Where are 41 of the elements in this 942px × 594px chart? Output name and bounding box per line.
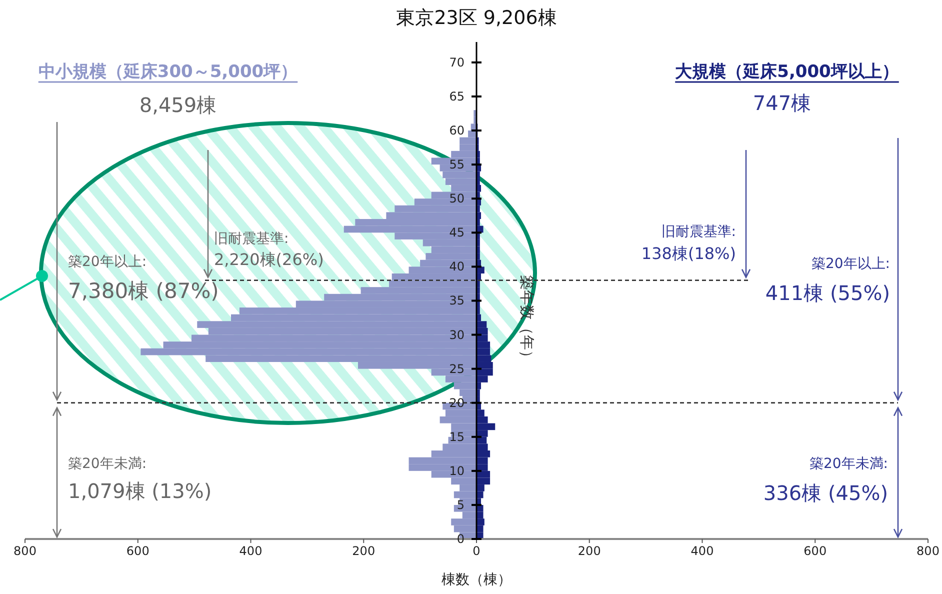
annotation: 7,380棟 (87%) [68, 279, 219, 303]
x-tick-label: 200 [352, 544, 376, 558]
annotation: 8,459棟 [139, 93, 217, 117]
annotation: 築20年以上: [68, 254, 147, 270]
annotation: 2,220棟(26%) [214, 250, 324, 269]
y-tick-label: 45 [449, 226, 464, 240]
text: 大規模（延床5,000坪以上） [675, 62, 899, 82]
y-tick-label: 25 [449, 362, 464, 376]
x-tick-label: 800 [916, 544, 940, 558]
x-tick-label: 0 [472, 544, 480, 558]
annotation: 138棟(18%) [641, 244, 736, 263]
y-tick-label: 40 [449, 260, 464, 274]
x-tick-label: 600 [804, 544, 827, 558]
x-tick-label: 600 [126, 544, 150, 558]
y-tick-label: 5 [456, 498, 464, 512]
annotation: 411棟 (55%) [765, 281, 890, 305]
y-tick-label: 35 [449, 294, 464, 308]
y-tick-label: 10 [449, 464, 464, 478]
x-tick-label: 400 [239, 544, 262, 558]
annotation: 旧耐震基準: [214, 231, 289, 247]
annotation: 747棟 [752, 91, 812, 115]
y-tick-label: 65 [449, 89, 464, 104]
annotation: 1,079棟 (13%) [68, 479, 212, 503]
x-tick-label: 200 [578, 544, 601, 558]
x-tick-label: 800 [14, 544, 36, 558]
y-axis-title: 築年数（年） [518, 275, 536, 365]
y-tick-label: 30 [449, 328, 464, 342]
annotation: 336棟 (45%) [763, 481, 888, 505]
text: 中小規模（延床300～5,000坪） [38, 62, 298, 82]
y-tick-label: 55 [449, 158, 464, 172]
y-tick-label: 70 [449, 55, 464, 70]
y-tick-label: 60 [449, 124, 464, 138]
y-tick-label: 15 [449, 430, 464, 444]
annotation: 旧耐震基準: [661, 224, 736, 240]
annotation: 築20年以上: [811, 256, 890, 272]
y-tick-label: 50 [449, 192, 464, 206]
annotation: 築20年未満: [68, 456, 147, 472]
chart-title: 東京23区 9,206棟 [396, 7, 557, 29]
x-axis-title: 棟数（棟） [442, 572, 512, 588]
x-tick-label: 400 [690, 544, 714, 558]
annotation: 築20年未満: [809, 456, 888, 472]
